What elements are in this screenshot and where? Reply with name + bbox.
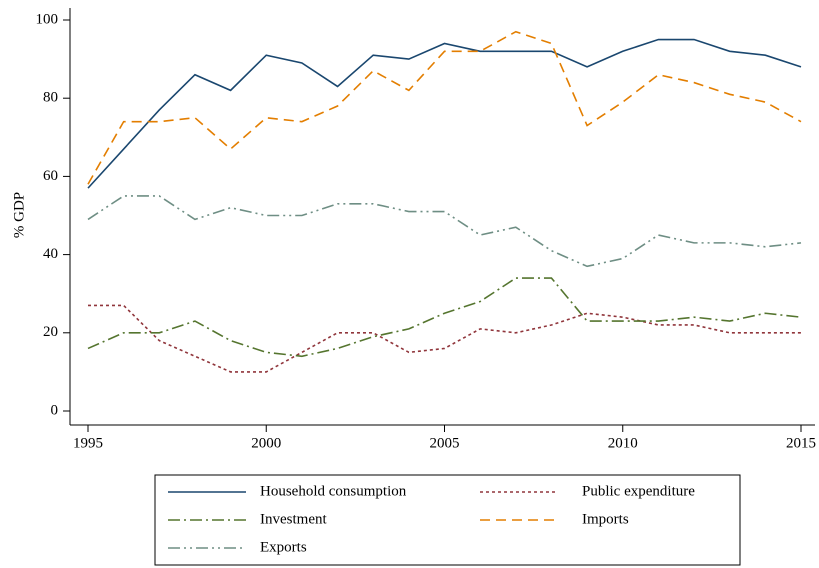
series-line bbox=[87, 195, 802, 268]
x-tick-label: 2000 bbox=[251, 435, 281, 451]
legend-label: Investment bbox=[260, 511, 327, 527]
x-tick-label: 2010 bbox=[608, 435, 638, 451]
series-line bbox=[87, 277, 802, 358]
y-tick-label: 20 bbox=[43, 324, 58, 340]
x-tick-label: 1995 bbox=[73, 435, 103, 451]
legend-label: Household consumption bbox=[260, 483, 407, 499]
y-tick-label: 60 bbox=[43, 168, 58, 184]
series-line bbox=[87, 30, 802, 185]
y-tick-label: 80 bbox=[43, 90, 58, 106]
legend bbox=[154, 474, 741, 566]
y-axis-label: % GDP bbox=[11, 192, 27, 238]
legend-label: Public expenditure bbox=[582, 483, 695, 499]
x-tick-label: 2015 bbox=[786, 435, 816, 451]
y-tick-label: 0 bbox=[51, 402, 59, 418]
x-tick-label: 2005 bbox=[430, 435, 460, 451]
series-line bbox=[87, 38, 802, 189]
legend-label: Imports bbox=[582, 511, 629, 527]
series-line bbox=[88, 304, 801, 373]
y-tick-label: 40 bbox=[43, 246, 58, 262]
y-tick-label: 100 bbox=[36, 11, 59, 27]
legend-label: Exports bbox=[260, 539, 307, 555]
